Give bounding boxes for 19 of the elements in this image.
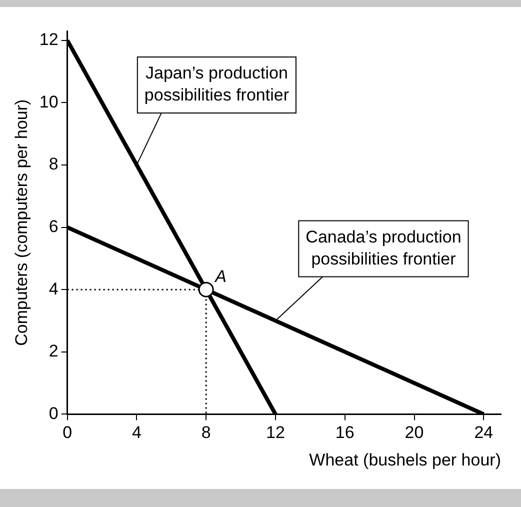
y-tick-label: 0 [48, 404, 58, 423]
y-tick-label: 4 [48, 279, 58, 298]
y-tick-label: 8 [48, 154, 58, 174]
y-tick-label: 6 [48, 216, 58, 236]
x-tick-label: 8 [201, 423, 211, 442]
annotation: Canada’s production possibilities frontier [306, 227, 462, 268]
x-tick-label: 0 [62, 423, 72, 442]
y-tick-label: 12 [39, 30, 58, 50]
x-tick-label: 20 [404, 423, 424, 442]
x-tick-label: 24 [474, 423, 494, 442]
x-tick-label: 12 [266, 423, 285, 442]
y-axis-title: Computers (computers per hour) [12, 99, 31, 346]
x-tick-label: 4 [132, 423, 142, 442]
annotation: Japan’s production possibilities frontier [144, 64, 290, 105]
y-tick-label: 2 [48, 342, 58, 361]
series-label: A [214, 266, 226, 286]
y-tick-label: 10 [39, 92, 58, 112]
x-tick-label: 16 [335, 423, 354, 442]
x-axis-title: Wheat (bushels per hour) [309, 450, 501, 470]
